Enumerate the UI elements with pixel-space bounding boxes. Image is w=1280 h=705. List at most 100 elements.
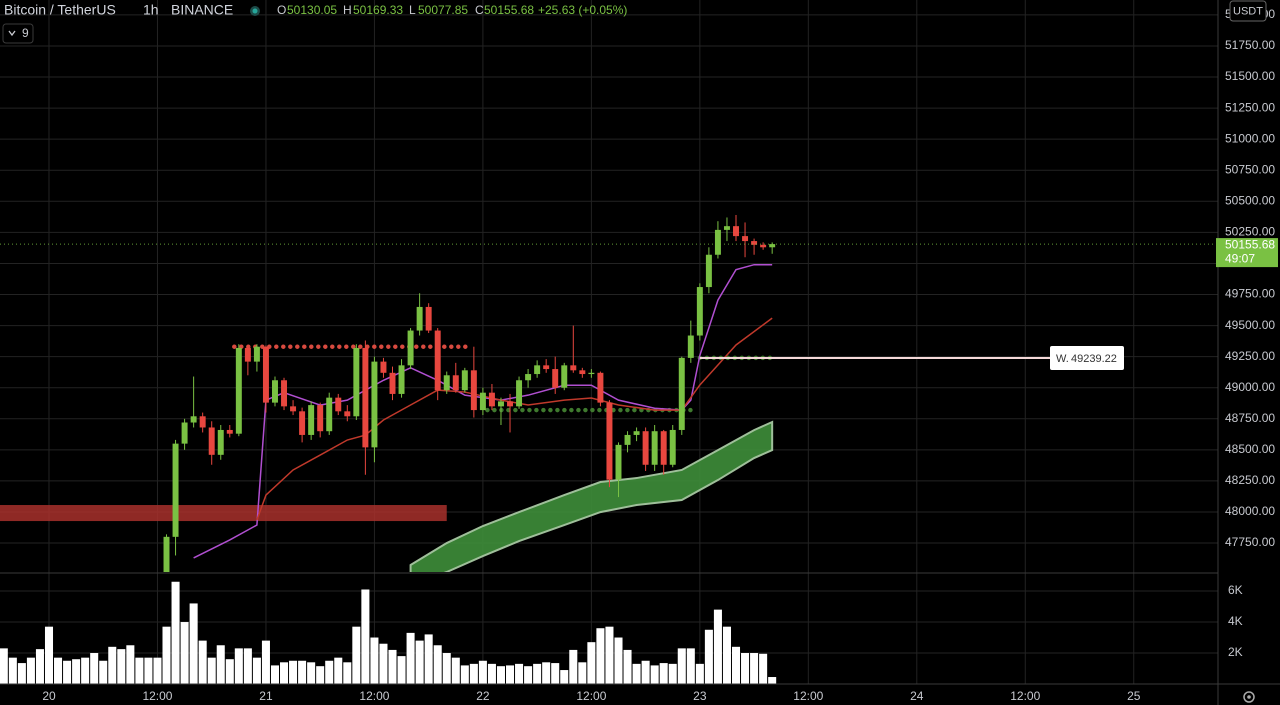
indicator-toggle[interactable] xyxy=(2,23,34,44)
candle-body xyxy=(687,335,694,358)
volume-bar xyxy=(415,640,424,684)
candle-body xyxy=(660,431,667,465)
candle-body xyxy=(308,405,315,435)
low-label: L xyxy=(409,3,416,17)
high-label: H xyxy=(343,3,352,17)
volume-bar xyxy=(35,649,44,684)
candle-body xyxy=(262,346,269,403)
volume-bar xyxy=(641,660,650,684)
candle-body xyxy=(226,429,233,434)
candle-body xyxy=(624,434,631,445)
volume-bar xyxy=(171,581,180,684)
y-tick-label: 47750.00 xyxy=(1225,535,1275,549)
x-tick-label: 21 xyxy=(259,689,273,703)
volume-bar xyxy=(252,657,261,684)
volume-bar xyxy=(117,649,126,684)
candle-body xyxy=(353,347,360,417)
candle-body xyxy=(470,370,477,411)
volume-bar xyxy=(216,645,225,684)
candle-body xyxy=(371,361,378,448)
volume-bar xyxy=(442,653,451,684)
volume-bar xyxy=(370,637,379,684)
candle-body xyxy=(606,402,613,480)
candle-body xyxy=(543,365,550,370)
interval[interactable]: 1h xyxy=(143,2,159,18)
volume-bar xyxy=(234,648,243,684)
volume-bar xyxy=(153,657,162,684)
open-value: 50130.05 xyxy=(287,3,337,17)
candle-body xyxy=(742,236,749,242)
current-price-box xyxy=(1216,238,1278,268)
volume-bar xyxy=(695,663,704,684)
volume-bar xyxy=(587,642,596,684)
candle-body xyxy=(398,365,405,394)
y-tick-label: 49750.00 xyxy=(1225,287,1275,301)
candle-body xyxy=(190,416,197,423)
volume-bar xyxy=(551,663,560,684)
volume-bar xyxy=(478,660,487,684)
volume-bar xyxy=(72,659,81,684)
candle-body xyxy=(362,347,369,448)
x-tick-label: 12:00 xyxy=(1010,689,1040,703)
volume-bar xyxy=(343,662,352,684)
volume-bar xyxy=(542,662,551,684)
volume-bar xyxy=(469,663,478,684)
volume-bar xyxy=(135,657,144,684)
volume-bar xyxy=(668,663,677,684)
volume-bar xyxy=(560,670,569,684)
candle-body xyxy=(335,397,342,412)
volume-bar xyxy=(686,648,695,684)
volume-bar xyxy=(325,660,334,684)
candle-body xyxy=(678,357,685,430)
candle-body xyxy=(217,429,224,455)
currency-box[interactable] xyxy=(1229,0,1267,22)
candle-body xyxy=(407,330,414,366)
volume-bar xyxy=(379,643,388,684)
y-tick-label: 50500.00 xyxy=(1225,193,1275,207)
volume-bar xyxy=(126,645,135,684)
volume-bar xyxy=(750,653,759,684)
volume-bar xyxy=(316,666,325,684)
volume-bar xyxy=(162,626,171,684)
volume-bar xyxy=(90,653,99,684)
volume-bar xyxy=(433,645,442,684)
alert-label: W. xyxy=(1056,353,1069,365)
x-tick-label: 12:00 xyxy=(793,689,823,703)
candle-body xyxy=(344,411,351,417)
volume-bar xyxy=(768,677,777,684)
candle-body xyxy=(651,431,658,465)
volume-bar xyxy=(614,637,623,684)
candle-body xyxy=(507,401,513,407)
volume-bar xyxy=(460,665,469,684)
open-label: O xyxy=(277,3,286,17)
volume-bar xyxy=(225,659,234,684)
volume-bar xyxy=(406,632,415,684)
alert-box[interactable] xyxy=(1050,345,1124,370)
close-label: C xyxy=(475,3,484,17)
volume-bar xyxy=(722,626,731,684)
volume-bar xyxy=(605,626,614,684)
candle-body xyxy=(290,406,297,412)
countdown: 49:07 xyxy=(1225,251,1255,265)
candle-body xyxy=(199,416,206,428)
volume-bar xyxy=(261,640,270,684)
candle-body xyxy=(497,401,504,407)
candle-body xyxy=(244,347,251,362)
y-tick-label: 6K xyxy=(1228,583,1243,597)
volume-bar xyxy=(533,663,542,684)
volume-bar xyxy=(26,657,35,684)
volume-bar xyxy=(704,629,713,684)
volume-bar xyxy=(388,649,397,684)
volume-bar xyxy=(578,662,587,684)
volume-bar xyxy=(515,663,524,684)
zone xyxy=(0,505,447,522)
volume-bar xyxy=(677,648,686,684)
candle-body xyxy=(172,443,179,537)
volume-bar xyxy=(243,648,252,684)
settings-icon[interactable] xyxy=(1243,691,1255,703)
volume-bar xyxy=(632,663,641,684)
candle-body xyxy=(253,346,260,362)
x-tick-label: 23 xyxy=(693,689,707,703)
